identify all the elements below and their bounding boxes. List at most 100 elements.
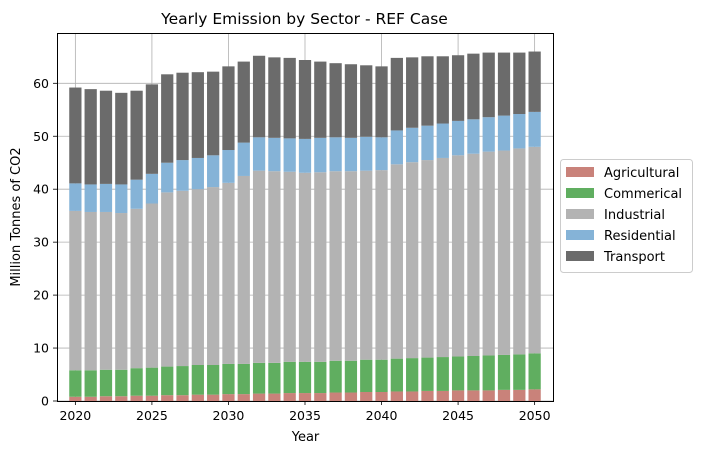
bar-commerical-2023 — [115, 369, 128, 397]
y-tick-label: 50 — [33, 129, 49, 144]
bar-agricultural-2046 — [467, 390, 480, 401]
bar-transport-2030 — [222, 66, 235, 151]
bar-transport-2028 — [191, 72, 204, 158]
bar-agricultural-2033 — [268, 393, 281, 401]
bar-industrial-2028 — [191, 189, 204, 365]
bar-industrial-2037 — [329, 171, 342, 361]
bar-agricultural-2021 — [84, 396, 97, 401]
bar-industrial-2043 — [421, 160, 434, 358]
y-tick-label: 60 — [33, 76, 49, 91]
bar-residential-2033 — [268, 137, 281, 172]
bar-agricultural-2049 — [513, 389, 526, 401]
bar-transport-2046 — [467, 53, 480, 120]
bar-residential-2040 — [375, 137, 388, 171]
x-tick-label: 2040 — [366, 408, 398, 423]
bars — [69, 51, 541, 401]
y-tick-label: 40 — [33, 182, 49, 197]
bar-transport-2042 — [406, 57, 419, 128]
bar-industrial-2046 — [467, 153, 480, 356]
bar-commerical-2031 — [237, 363, 250, 395]
y-tick-label: 0 — [41, 394, 49, 409]
x-tick-label: 2030 — [213, 408, 245, 423]
bar-residential-2027 — [176, 160, 189, 191]
bar-industrial-2040 — [375, 170, 388, 360]
bar-agricultural-2038 — [344, 392, 358, 401]
bar-transport-2039 — [360, 65, 373, 137]
y-axis-ticks: 0 10 20 30 40 50 60 — [33, 76, 57, 409]
bar-agricultural-2036 — [314, 393, 327, 401]
bar-transport-2027 — [176, 72, 189, 161]
y-axis-label: Million Tonnes of CO2 — [9, 147, 24, 286]
y-tick-label: 20 — [33, 288, 49, 303]
bar-commerical-2041 — [390, 358, 403, 392]
bar-residential-2036 — [314, 137, 327, 173]
bar-industrial-2033 — [268, 171, 281, 363]
bar-agricultural-2026 — [161, 395, 174, 401]
x-tick-label: 2035 — [289, 408, 321, 423]
legend-frame — [560, 159, 693, 273]
x-tick-label: 2020 — [59, 408, 91, 423]
bar-agricultural-2027 — [176, 395, 189, 401]
x-tick-label: 2025 — [136, 408, 168, 423]
bar-industrial-2030 — [222, 182, 235, 364]
bar-transport-2040 — [375, 66, 388, 138]
bar-residential-2039 — [360, 136, 373, 171]
bar-industrial-2021 — [84, 211, 97, 371]
bar-residential-2023 — [115, 184, 128, 214]
bar-agricultural-2023 — [115, 396, 128, 401]
bar-agricultural-2048 — [497, 389, 511, 401]
bar-agricultural-2029 — [207, 394, 220, 401]
bar-industrial-2020 — [69, 210, 82, 371]
bar-commerical-2044 — [436, 357, 449, 391]
bar-commerical-2037 — [329, 360, 342, 393]
y-tick-label: 10 — [33, 341, 49, 356]
bar-transport-2035 — [298, 60, 312, 139]
bar-agricultural-2037 — [329, 392, 342, 401]
bar-residential-2041 — [390, 130, 403, 165]
bar-industrial-2048 — [497, 150, 511, 355]
bar-residential-2050 — [528, 111, 541, 147]
bar-commerical-2020 — [69, 370, 82, 397]
bar-agricultural-2032 — [252, 393, 266, 401]
bar-agricultural-2022 — [99, 396, 113, 401]
legend-swatch-agricultural — [566, 167, 594, 177]
legend-label-residential: Residential — [604, 229, 676, 244]
bar-industrial-2041 — [390, 164, 403, 359]
bar-industrial-2029 — [207, 187, 220, 365]
bar-residential-2034 — [283, 138, 296, 172]
legend-label-agricultural: Agricultural — [604, 166, 679, 181]
bar-commerical-2032 — [252, 362, 266, 394]
bar-transport-2043 — [421, 56, 434, 126]
bar-transport-2038 — [344, 64, 358, 138]
bar-agricultural-2035 — [298, 393, 312, 401]
bar-residential-2044 — [436, 123, 449, 158]
bar-agricultural-2045 — [451, 390, 465, 401]
bar-transport-2029 — [207, 71, 220, 156]
bar-agricultural-2024 — [130, 395, 143, 401]
bar-commerical-2038 — [344, 360, 358, 393]
bar-industrial-2026 — [161, 192, 174, 367]
bar-transport-2031 — [237, 61, 250, 143]
bar-industrial-2025 — [145, 203, 159, 368]
bar-commerical-2028 — [191, 364, 204, 395]
bar-residential-2028 — [191, 157, 204, 190]
bar-agricultural-2028 — [191, 394, 204, 401]
legend-label-industrial: Industrial — [604, 208, 665, 223]
legend-swatch-commerical — [566, 188, 594, 198]
bar-industrial-2047 — [482, 151, 495, 356]
bar-transport-2049 — [513, 52, 526, 115]
bar-industrial-2036 — [314, 172, 327, 362]
bar-residential-2030 — [222, 150, 235, 183]
bar-residential-2049 — [513, 114, 526, 149]
bar-industrial-2044 — [436, 157, 449, 358]
bar-industrial-2045 — [451, 155, 465, 357]
bar-commerical-2034 — [283, 361, 296, 394]
x-tick-label: 2045 — [442, 408, 474, 423]
bar-agricultural-2031 — [237, 394, 250, 401]
bar-agricultural-2034 — [283, 393, 296, 401]
bar-commerical-2049 — [513, 354, 526, 390]
bar-transport-2036 — [314, 61, 327, 138]
bar-commerical-2030 — [222, 363, 235, 395]
bar-residential-2047 — [482, 117, 495, 152]
bar-transport-2041 — [390, 57, 403, 131]
